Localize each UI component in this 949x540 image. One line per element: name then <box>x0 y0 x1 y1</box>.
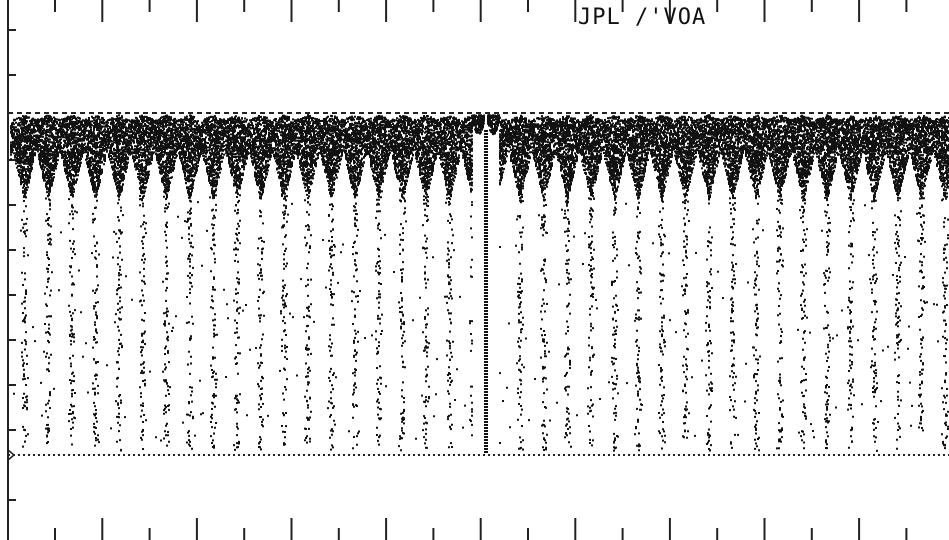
baseline-marker <box>7 449 16 461</box>
waveform-trace <box>10 114 949 453</box>
tick-marks <box>8 0 908 540</box>
instrument-label: JPL /'VOA <box>578 5 706 30</box>
